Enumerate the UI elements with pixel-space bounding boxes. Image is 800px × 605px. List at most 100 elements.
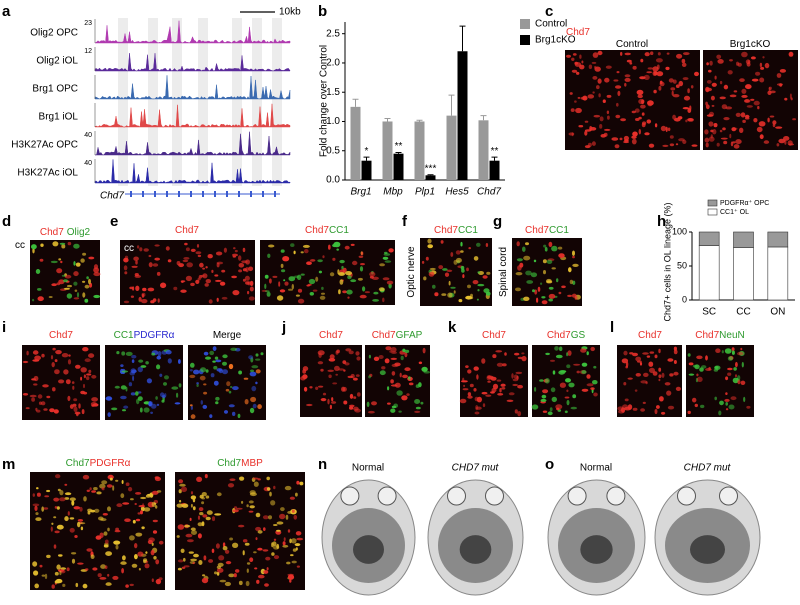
cell <box>249 286 254 292</box>
cell <box>255 381 258 385</box>
cell <box>467 284 471 289</box>
cell <box>473 388 477 392</box>
cell <box>215 396 220 401</box>
cell <box>725 408 729 411</box>
cell <box>530 272 538 278</box>
cell <box>204 283 209 287</box>
mri-eye <box>567 486 587 506</box>
cell <box>84 284 90 289</box>
cell <box>282 544 289 548</box>
cell <box>297 288 303 293</box>
cell <box>34 505 38 511</box>
cell <box>202 574 206 577</box>
cell <box>654 408 658 415</box>
caption: Chd7 <box>49 330 73 341</box>
cell <box>46 395 51 399</box>
cell <box>225 561 232 565</box>
cell <box>80 376 83 381</box>
cell <box>139 247 143 252</box>
cell <box>517 265 522 271</box>
bar-segment <box>733 247 754 301</box>
cell <box>597 50 603 56</box>
cell <box>675 84 680 88</box>
cell <box>148 254 152 258</box>
highlight-band <box>118 18 128 186</box>
cell <box>65 379 71 385</box>
cell <box>226 381 231 387</box>
cell <box>727 367 733 371</box>
cell <box>732 141 736 144</box>
cell <box>432 284 436 289</box>
cell <box>554 346 559 351</box>
cell <box>145 494 151 498</box>
cell <box>515 371 523 375</box>
legend-swatch <box>520 35 530 45</box>
cell <box>82 280 86 283</box>
cell <box>721 350 724 354</box>
cell <box>267 253 271 258</box>
cell <box>37 394 43 399</box>
cell <box>224 581 231 587</box>
cell <box>32 350 39 355</box>
cell <box>685 119 688 123</box>
cell <box>32 561 38 567</box>
cell <box>332 243 338 248</box>
cell <box>571 69 578 73</box>
cell <box>682 107 690 110</box>
cell <box>185 533 193 538</box>
cell <box>189 369 193 372</box>
cell <box>173 286 178 291</box>
cell <box>632 407 638 411</box>
cell <box>348 350 354 355</box>
cell <box>199 494 204 499</box>
cell <box>49 408 55 413</box>
cell <box>788 51 794 57</box>
cell <box>75 262 81 267</box>
cell <box>160 282 167 289</box>
cell <box>140 299 148 304</box>
cell <box>588 64 593 70</box>
caption: Chd7PDGFRα <box>66 458 131 469</box>
cell <box>384 251 388 255</box>
cell <box>281 269 286 273</box>
cell <box>404 352 408 358</box>
bar <box>457 51 468 180</box>
cell <box>737 379 741 385</box>
cell <box>180 486 188 493</box>
cell <box>727 372 732 376</box>
cell <box>543 244 547 248</box>
cell <box>120 493 125 499</box>
cell <box>737 351 744 356</box>
cell <box>136 398 140 405</box>
cell <box>515 287 521 292</box>
cell <box>190 248 196 252</box>
track-label: H3K27Ac iOL <box>17 168 78 179</box>
caption: Chd7CC1 <box>525 225 569 236</box>
cell <box>122 555 126 561</box>
cell <box>525 270 532 276</box>
cell <box>203 391 208 395</box>
track-label: H3K27Ac OPC <box>11 140 78 151</box>
cell <box>120 395 127 400</box>
cell <box>26 350 29 356</box>
cell <box>125 386 128 392</box>
cell <box>362 286 366 292</box>
caption-part: Chd7 <box>566 27 590 38</box>
cell <box>641 122 646 128</box>
cell <box>460 241 463 247</box>
cell <box>649 351 655 354</box>
cell <box>114 385 120 389</box>
cell <box>321 286 324 290</box>
cell <box>499 387 502 393</box>
bar <box>393 153 404 180</box>
cell <box>636 89 644 95</box>
cell <box>673 349 678 355</box>
cell <box>390 379 394 384</box>
cell <box>214 279 222 282</box>
cell <box>742 119 746 123</box>
cell <box>245 267 249 273</box>
cell <box>495 350 503 353</box>
cell <box>654 354 658 359</box>
cell <box>687 353 691 357</box>
cell <box>696 376 703 382</box>
